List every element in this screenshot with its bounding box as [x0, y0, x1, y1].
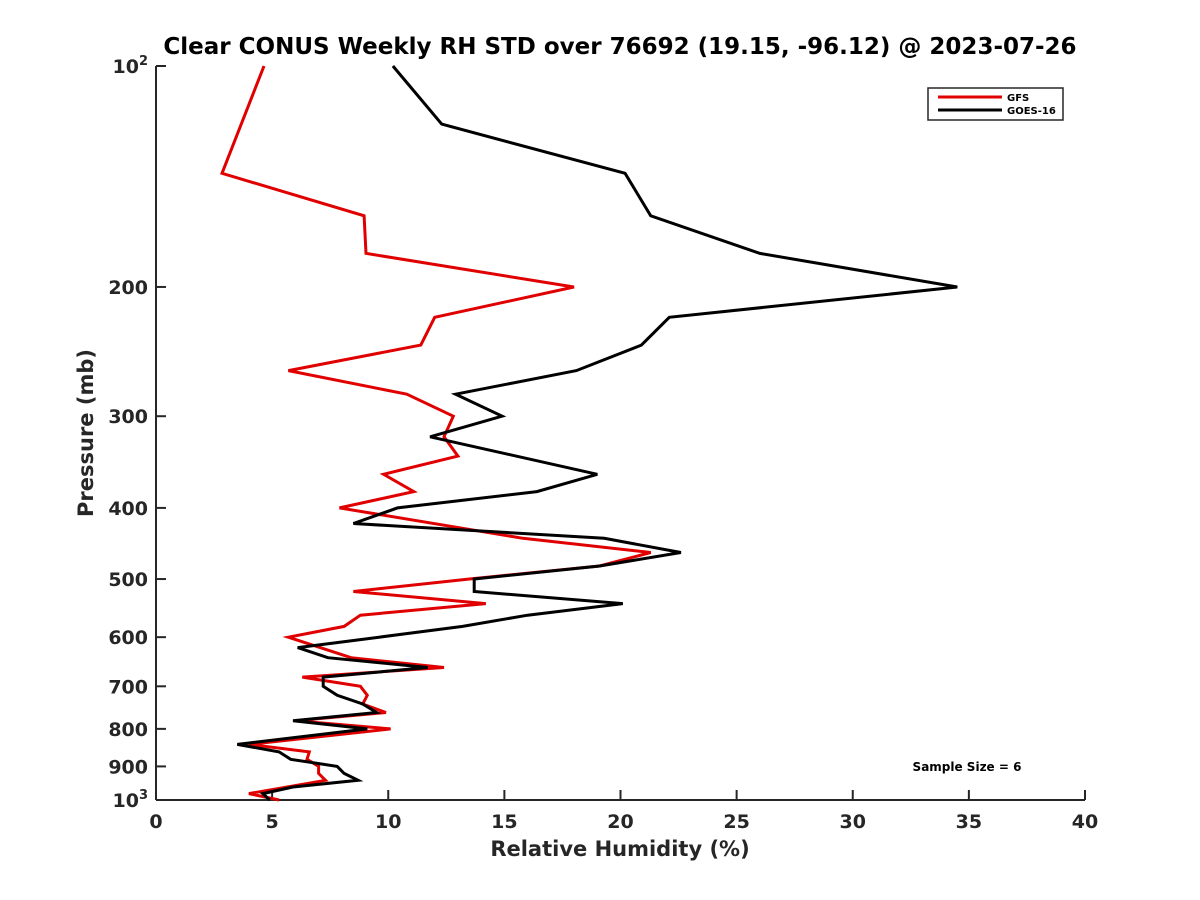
y-tick-label-base: 700	[108, 676, 148, 698]
y-tick-label-exponent: 2	[139, 54, 148, 69]
y-tick-label: 103	[113, 788, 149, 812]
y-tick-label: 300	[108, 406, 148, 428]
axes	[155, 66, 1085, 801]
legend: GFS GOES-16	[927, 87, 1064, 121]
x-tick-label: 35	[956, 811, 982, 833]
y-tick-label-base: 600	[108, 627, 148, 649]
y-tick-label: 200	[108, 277, 148, 299]
x-tick-label: 40	[1072, 811, 1098, 833]
y-tick-label-base: 300	[108, 406, 148, 428]
y-tick-label: 400	[108, 498, 148, 520]
y-tick-label-base: 10	[113, 790, 139, 812]
chart-title: Clear CONUS Weekly RH STD over 76692 (19…	[163, 34, 1076, 60]
y-tick-label-base: 500	[108, 569, 148, 591]
y-tick-label-base: 800	[108, 719, 148, 741]
y-tick-label-base: 200	[108, 277, 148, 299]
y-tick-label-exponent: 3	[139, 788, 148, 803]
x-tick-label: 10	[375, 811, 401, 833]
x-tick-label: 25	[723, 811, 749, 833]
legend-box	[927, 87, 1064, 121]
y-tick-label: 600	[108, 627, 148, 649]
legend-label-goes16: GOES-16	[1007, 106, 1056, 117]
series-lines	[220, 65, 958, 802]
x-tick-label: 0	[149, 811, 162, 833]
x-tick-label: 5	[266, 811, 279, 833]
y-tick-label-base: 900	[108, 756, 148, 778]
y-tick-label: 900	[108, 756, 148, 778]
x-tick-label: 20	[607, 811, 633, 833]
y-tick-label: 500	[108, 569, 148, 591]
y-tick-label: 800	[108, 719, 148, 741]
legend-label-gfs: GFS	[1007, 93, 1029, 104]
y-tick-label-base: 400	[108, 498, 148, 520]
x-ticks: 0 5 10 15 20 25 30 35 40	[149, 790, 1098, 833]
y-tick-label-base: 10	[113, 56, 139, 78]
series-line-gfs	[220, 65, 652, 802]
y-tick-label: 102	[113, 54, 149, 78]
series-line-goes16	[237, 65, 958, 802]
x-tick-label: 30	[840, 811, 866, 833]
sample-size-annotation: Sample Size = 6	[913, 760, 1022, 774]
y-axis-label: Pressure (mb)	[74, 349, 98, 517]
x-tick-label: 15	[491, 811, 517, 833]
y-tick-label: 700	[108, 676, 148, 698]
x-axis-label: Relative Humidity (%)	[490, 837, 749, 861]
